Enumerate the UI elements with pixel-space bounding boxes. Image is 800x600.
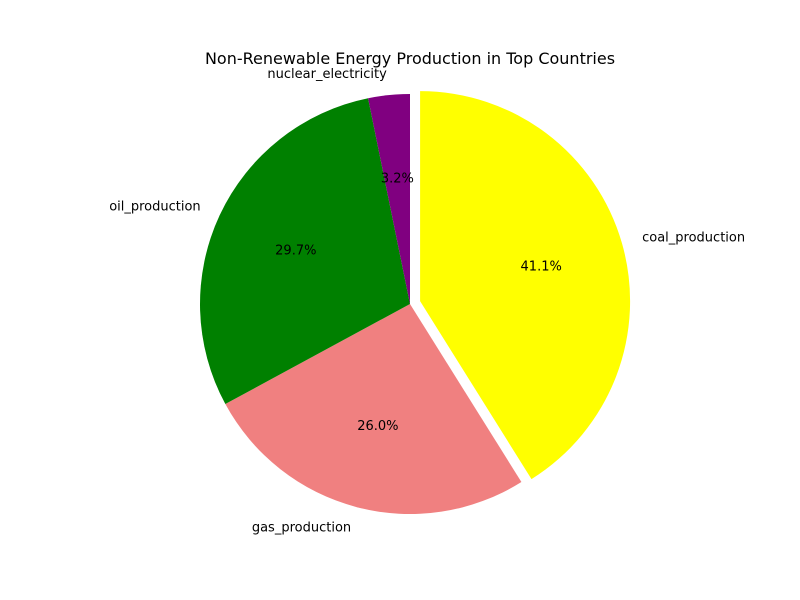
- pie-slices: [200, 91, 631, 514]
- slice-label-coal-production: coal_production: [642, 230, 745, 245]
- pie-slice-gas-production: [225, 304, 522, 514]
- slice-label-oil-production: oil_production: [109, 199, 200, 214]
- slice-pct-oil-production: 29.7%: [275, 244, 316, 259]
- chart-title: Non-Renewable Energy Production in Top C…: [205, 49, 615, 68]
- pie-slice-oil-production: [200, 98, 410, 405]
- pie-slice-coal-production: [420, 91, 631, 480]
- slice-pct-coal-production: 41.1%: [521, 259, 562, 274]
- slice-label-nuclear-electricity: nuclear_electricity: [267, 67, 387, 82]
- slice-pct-nuclear-electricity: 3.2%: [381, 172, 414, 187]
- slice-label-gas-production: gas_production: [252, 520, 351, 535]
- slice-pct-gas-production: 26.0%: [357, 419, 398, 434]
- pie-slice-nuclear-electricity: [368, 94, 410, 304]
- pie-labels: coal_production 41.1% gas_production 26.0% o…: [109, 67, 745, 535]
